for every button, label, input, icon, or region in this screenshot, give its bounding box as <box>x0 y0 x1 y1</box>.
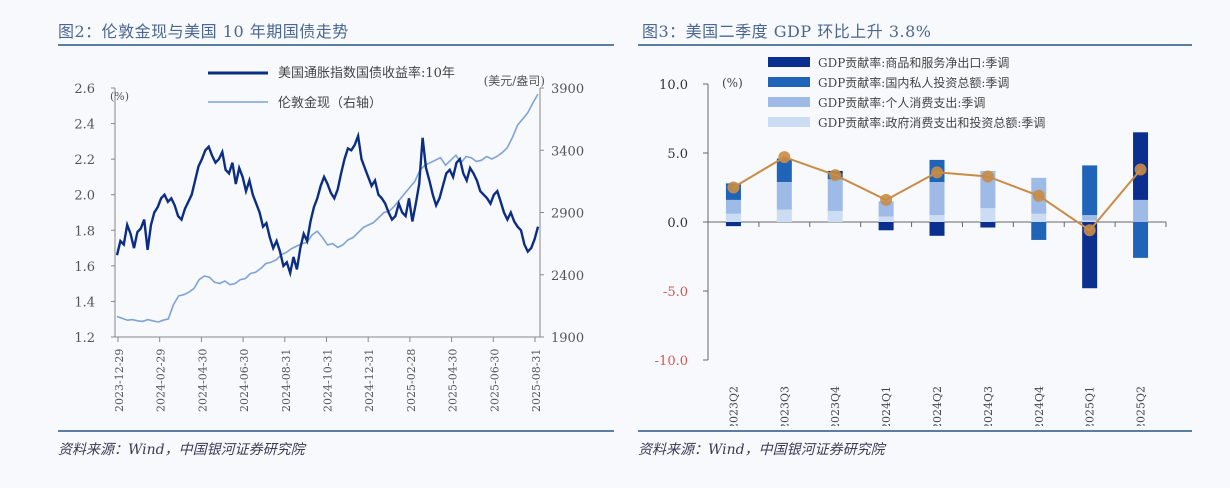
gdp-growth-point <box>829 169 842 182</box>
bar-government-spending <box>980 208 996 222</box>
bar-personal-consumption <box>1082 215 1098 221</box>
x-tick-label: 2023Q2 <box>727 386 740 426</box>
bar-personal-consumption <box>725 199 741 214</box>
bar-private-investment <box>1031 222 1047 240</box>
gdp-growth-point <box>1083 224 1096 237</box>
left-figure-source: 资料来源：Wind，中国银河证券研究院 <box>58 442 305 458</box>
x-tick-label: 2024Q2 <box>931 386 944 426</box>
bar-net-exports <box>878 222 894 231</box>
x-tick-label: 2024-06-30 <box>238 349 251 412</box>
left-title-rule <box>58 44 614 46</box>
legend-label-private-investment: GDP贡献率:国内私人投资总额:季调 <box>818 75 1009 90</box>
left-figure-title: 图2：伦敦金现与美国 10 年期国债走势 <box>58 22 349 41</box>
bar-government-spending <box>1082 220 1098 222</box>
bar-net-exports <box>725 222 741 227</box>
bar-personal-consumption <box>878 201 894 217</box>
left-y-tick-label: 1.8 <box>74 224 95 239</box>
bar-government-spending <box>725 213 741 222</box>
y-tick-label: 5.0 <box>667 147 688 162</box>
x-tick-label: 2024-10-31 <box>322 349 335 412</box>
gdp-growth-point <box>1032 189 1045 202</box>
y-tick-label: 0.0 <box>667 216 688 231</box>
right-chart: 10.0 5.0 0.0 -5.0 -10.0 (%) 2023Q2 2023Q3 2023Q4… <box>655 55 1167 426</box>
y-tick-label: -10.0 <box>655 354 688 369</box>
x-tick-label: 2023Q4 <box>829 386 842 426</box>
x-tick-label: 2025Q1 <box>1084 386 1097 426</box>
right-figure-panel: 图3：美国二季度 GDP 环比上升 3.8% 10.0 5.0 0.0 -5.0 -10… <box>634 0 1196 488</box>
x-tick-label: 2023-12-29 <box>113 349 126 412</box>
legend-label-government-spending: GDP贡献率:政府消费支出和投资总额:季调 <box>818 115 1045 130</box>
right-y-tick-label: 3900 <box>551 82 584 97</box>
right-y-tick-label: 2400 <box>551 269 584 284</box>
left-bottom-rule <box>58 430 614 432</box>
bar-personal-consumption <box>776 181 792 210</box>
gdp-growth-point <box>778 151 791 164</box>
legend-label-gold: 伦敦金现（右轴） <box>278 95 382 111</box>
x-tick-label: 2025-02-28 <box>405 349 418 412</box>
left-y-tick-label: 1.4 <box>74 295 95 310</box>
bar-government-spending <box>827 210 843 222</box>
gold-spot-line <box>116 93 539 323</box>
left-axis-unit: (%) <box>110 90 129 103</box>
bar-net-exports <box>980 222 996 228</box>
left-y-tick-label: 1.2 <box>74 331 95 346</box>
left-y-tick-label: 2.2 <box>74 153 95 168</box>
bar-government-spending <box>1031 213 1047 222</box>
bar-private-investment <box>1082 165 1098 216</box>
right-y-tick-label: 2900 <box>551 207 584 222</box>
x-tick-label: 2025-06-30 <box>488 349 501 412</box>
bar-private-investment <box>1133 222 1149 258</box>
x-tick-label: 2025-04-30 <box>447 349 460 412</box>
bar-personal-consumption <box>1133 199 1149 222</box>
legend-swatch-private-investment <box>768 77 810 87</box>
right-figure-title: 图3：美国二季度 GDP 环比上升 3.8% <box>642 22 932 41</box>
legend-swatch-personal-consumption <box>768 97 810 107</box>
bar-private-investment <box>776 158 792 182</box>
legend-label-net-exports: GDP贡献率:商品和服务净出口:季调 <box>818 55 1009 70</box>
gdp-growth-point <box>727 181 740 194</box>
x-tick-label: 2024-08-31 <box>280 349 293 412</box>
x-tick-label: 2024Q1 <box>880 386 893 426</box>
left-y-tick-label: 2.6 <box>74 82 95 97</box>
left-y-tick-label: 2.0 <box>74 189 95 204</box>
y-tick-label: 10.0 <box>659 78 688 93</box>
x-tick-label: 2023Q3 <box>778 386 791 426</box>
legend-swatch-government-spending <box>768 117 810 127</box>
legend-swatch-net-exports <box>768 57 810 67</box>
left-chart: 2.6 2.4 2.2 2.0 1.8 1.6 1.4 1.2 3900 3400 2900 2400… <box>74 65 584 412</box>
legend-label-tips-yield: 美国通胀指数国债收益率:10年 <box>278 65 455 81</box>
x-tick-label: 2024Q3 <box>982 386 995 426</box>
gdp-growth-point <box>1134 163 1147 176</box>
right-axis-unit: (美元/盎司) <box>484 74 545 88</box>
bar-personal-consumption <box>827 179 843 211</box>
left-y-tick-label: 1.6 <box>74 260 95 275</box>
legend-label-personal-consumption: GDP贡献率:个人消费支出:季调 <box>818 95 985 110</box>
right-title-rule <box>638 44 1192 46</box>
gdp-growth-point <box>880 193 893 206</box>
right-y-tick-label: 1900 <box>551 331 584 346</box>
x-tick-label: 2025Q2 <box>1135 386 1148 426</box>
right-y-tick-label: 3400 <box>551 144 584 159</box>
y-tick-label: -5.0 <box>663 285 688 300</box>
left-y-tick-label: 2.4 <box>74 118 95 133</box>
x-tick-label: 2024-02-29 <box>155 349 168 412</box>
x-tick-label: 2024Q4 <box>1033 386 1046 426</box>
bar-government-spending <box>929 215 945 222</box>
gdp-growth-point <box>931 166 943 179</box>
bar-net-exports <box>1082 222 1098 289</box>
x-tick-label: 2024-12-31 <box>363 349 376 412</box>
right-bottom-rule <box>638 430 1192 432</box>
x-tick-label: 2025-08-31 <box>530 349 543 412</box>
x-tick-label: 2024-04-30 <box>196 349 209 412</box>
left-figure-panel: 图2：伦敦金现与美国 10 年期国债走势 2.6 2.4 2.2 2.0 1.8 1.6 1… <box>50 0 614 488</box>
right-figure-source: 资料来源：Wind，中国银河证券研究院 <box>638 442 885 458</box>
y-axis-unit: (%) <box>722 76 743 90</box>
bar-government-spending <box>776 209 792 222</box>
bar-net-exports <box>929 222 945 236</box>
gdp-growth-point <box>981 170 994 183</box>
bar-personal-consumption <box>929 181 945 216</box>
tips-10y-yield-line <box>115 131 540 278</box>
bar-government-spending <box>878 216 894 222</box>
